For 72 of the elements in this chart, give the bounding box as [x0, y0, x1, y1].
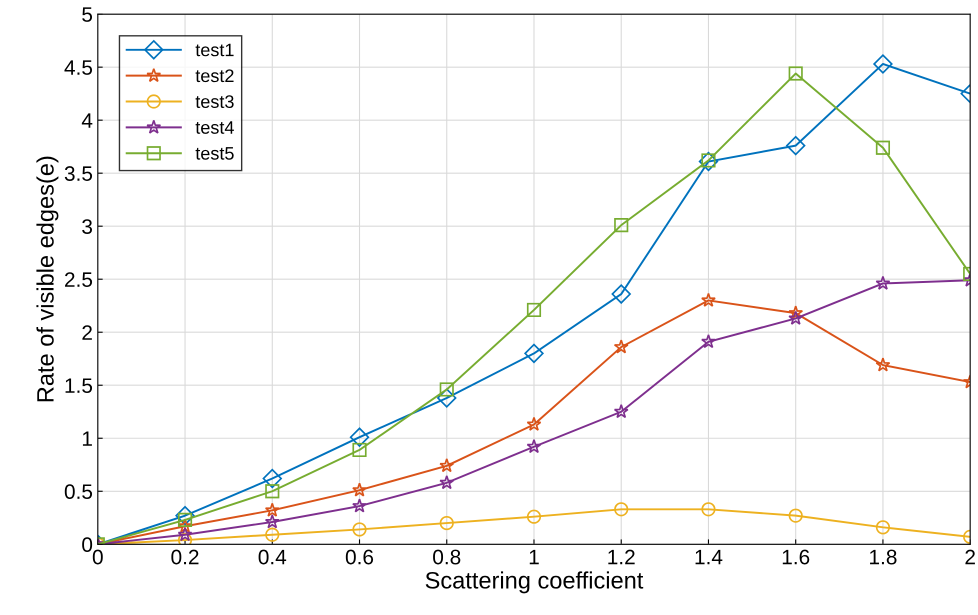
point [178, 532, 192, 544]
x-axis-title: Scattering coefficient [426, 571, 644, 594]
point [352, 498, 367, 513]
y-tick-label: 2.5 [65, 272, 92, 287]
point [440, 516, 454, 530]
point [698, 152, 718, 172]
y-tick-label: 1 [82, 431, 92, 446]
y-axis-title: Rate of visible edges(e) [36, 156, 58, 402]
point [701, 334, 716, 348]
x-tick-label: 1.2 [608, 550, 635, 564]
x-tick-label: 2 [965, 550, 975, 564]
point [701, 292, 716, 307]
point [175, 506, 195, 526]
y-tick-label: 4 [82, 113, 92, 128]
x-tick-label: 1.6 [782, 550, 810, 564]
point [614, 502, 628, 516]
point [526, 510, 542, 524]
point [614, 218, 628, 232]
point [786, 136, 806, 156]
point [264, 502, 280, 517]
y-tick-label: 2 [82, 325, 92, 340]
point [439, 475, 454, 490]
y-tick-label: 0 [82, 537, 92, 552]
point [614, 404, 629, 418]
y-tick-label: 3.5 [64, 166, 92, 181]
point [788, 305, 804, 320]
point [526, 438, 542, 454]
x-tick-label: 0.4 [258, 550, 286, 564]
legend-label: test2 [196, 69, 234, 82]
point [876, 140, 890, 155]
point [262, 468, 282, 488]
point [788, 508, 803, 523]
point [352, 522, 367, 537]
x-tick-label: 0.2 [171, 550, 198, 564]
point [876, 520, 890, 534]
point [264, 514, 280, 528]
y-tick-label: 0.5 [64, 484, 92, 500]
point [178, 526, 192, 542]
point [526, 302, 542, 318]
y-tick-label: 3 [82, 219, 92, 234]
legend-label: test3 [196, 95, 234, 108]
point [350, 428, 370, 447]
point [701, 502, 716, 516]
point [524, 344, 544, 364]
point [178, 518, 192, 533]
point [876, 276, 890, 290]
point [614, 339, 629, 354]
point [352, 442, 367, 457]
x-tick-label: 1.4 [696, 550, 722, 564]
point [439, 458, 454, 472]
point [876, 357, 890, 372]
y-tick-label: 5 [82, 7, 92, 22]
x-tick-label: 1 [530, 550, 539, 564]
y-tick-label: 1.5 [66, 378, 92, 393]
x-tick-label: 0 [92, 550, 103, 564]
point [788, 66, 803, 81]
point [788, 310, 804, 325]
point [352, 482, 367, 497]
point [612, 284, 631, 304]
point [437, 388, 456, 408]
x-tick-label: 1.8 [870, 550, 897, 564]
legend-label: test1 [196, 44, 234, 56]
point [873, 54, 893, 74]
legend-label: test4 [196, 121, 234, 134]
point [265, 528, 280, 542]
point [265, 484, 280, 498]
legend-label: test5 [196, 147, 234, 160]
x-tick-label: 0.8 [433, 550, 460, 564]
x-tick-label: 0.6 [346, 550, 374, 564]
point [526, 416, 542, 431]
point [440, 382, 454, 397]
y-tick-label: 4.5 [64, 60, 92, 75]
